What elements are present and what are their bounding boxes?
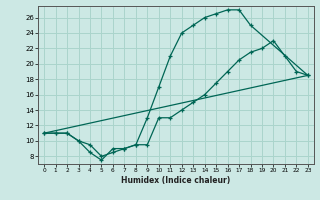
X-axis label: Humidex (Indice chaleur): Humidex (Indice chaleur) (121, 176, 231, 185)
